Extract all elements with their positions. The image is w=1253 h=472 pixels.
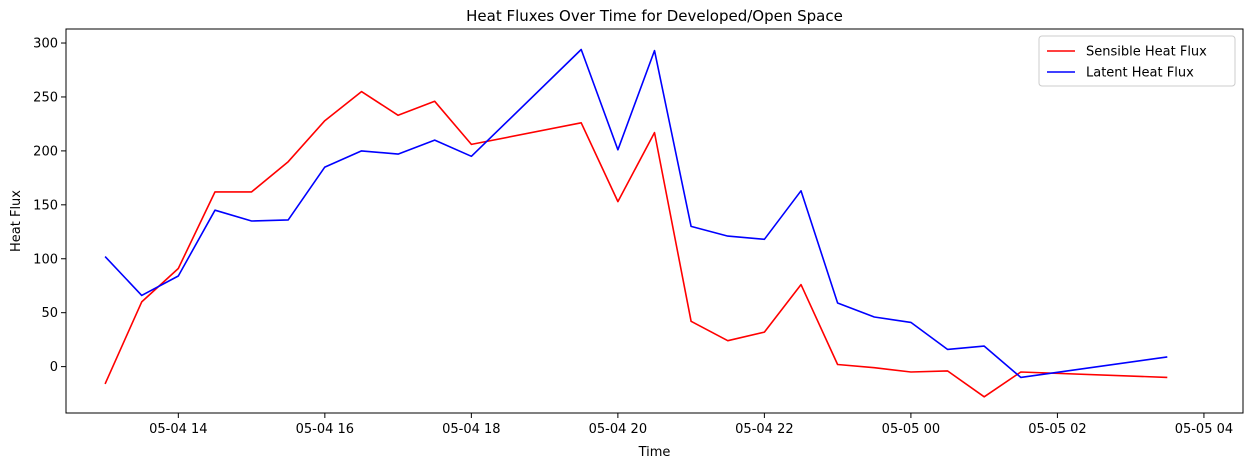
legend-entry-label: Sensible Heat Flux bbox=[1086, 45, 1207, 60]
chart-title: Heat Fluxes Over Time for Developed/Open… bbox=[466, 7, 843, 25]
series-line-sensible-heat-flux bbox=[104, 90, 1168, 398]
y-tick-label: 0 bbox=[50, 360, 58, 375]
x-axis: 05-04 14 05-04 16 05-04 18 05-04 20 05-04 22… bbox=[149, 413, 1233, 437]
x-axis-label: Time bbox=[638, 445, 671, 460]
x-tick-label: 05-04 20 bbox=[589, 422, 647, 437]
plot-area bbox=[65, 28, 1244, 414]
legend-entry-label: Latent Heat Flux bbox=[1086, 66, 1194, 81]
y-axis: 0 50 100 150 200 250 300 bbox=[33, 37, 66, 375]
y-tick-label: 150 bbox=[33, 198, 58, 213]
x-tick-label: 05-04 18 bbox=[442, 422, 500, 437]
x-tick-label: 05-04 16 bbox=[296, 422, 354, 437]
y-tick-label: 250 bbox=[33, 90, 58, 105]
y-tick-label: 50 bbox=[41, 306, 58, 321]
y-axis-label: Heat Flux bbox=[9, 190, 24, 252]
y-tick-label: 100 bbox=[33, 252, 58, 267]
x-tick-label: 05-04 14 bbox=[149, 422, 207, 437]
y-tick-label: 300 bbox=[33, 37, 58, 52]
legend-box bbox=[1038, 35, 1236, 87]
x-tick-label: 05-05 02 bbox=[1028, 422, 1086, 437]
y-tick-label: 200 bbox=[33, 144, 58, 159]
x-tick-label: 05-05 00 bbox=[882, 422, 940, 437]
x-tick-label: 05-05 04 bbox=[1175, 422, 1233, 437]
legend: Sensible Heat Flux Latent Heat Flux bbox=[1038, 35, 1236, 87]
x-tick-label: 05-04 22 bbox=[735, 422, 793, 437]
series-line-latent-heat-flux bbox=[104, 48, 1168, 379]
series-layer bbox=[104, 48, 1168, 398]
